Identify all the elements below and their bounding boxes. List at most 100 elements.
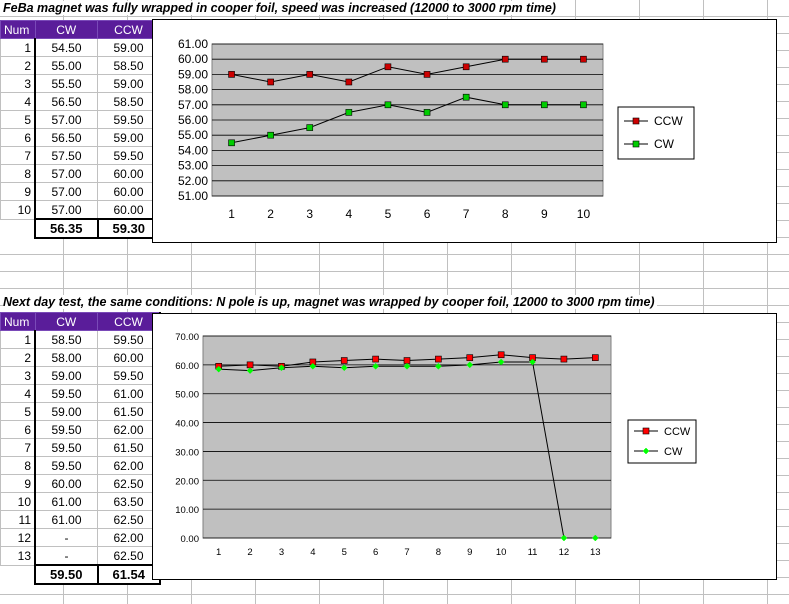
data-point-ccw [228, 71, 235, 78]
cw-value: 56.50 [34, 128, 98, 147]
chart-1: 51.00 52.00 53.00 54.00 55.00 56.00 57.00 58.00… [152, 19, 777, 243]
table-row: 9 60.00 62.50 [0, 474, 161, 493]
table-row: 4 56.50 58.50 [0, 92, 161, 111]
row-num: 5 [0, 402, 36, 421]
x-tick-label: 5 [385, 207, 392, 221]
cw-value: 59.00 [34, 402, 98, 421]
ccw-value: 59.00 [97, 38, 161, 57]
plot-area [202, 335, 612, 539]
ccw-value: 63.50 [97, 492, 161, 511]
ccw-value: 58.50 [97, 56, 161, 75]
row-num: 1 [0, 330, 36, 349]
header-num: Num [0, 20, 36, 39]
table-row: 12-62.00 [0, 528, 161, 547]
row-num: 6 [0, 128, 36, 147]
y-tick-label: 10.00 [175, 505, 199, 516]
y-tick-label: 58.00 [178, 83, 208, 97]
x-tick-label: 7 [404, 547, 409, 558]
x-tick-label: 4 [310, 547, 315, 558]
row-num: 12 [0, 528, 36, 547]
table-row: 11 61.00 62.50 [0, 510, 161, 529]
data-point-cw [423, 109, 431, 116]
cw-value: 56.50 [34, 92, 98, 111]
ccw-value: 59.50 [97, 330, 161, 349]
table-row: 8 57.00 60.00 [0, 164, 161, 183]
data-point-ccw [340, 357, 348, 364]
data-table-2: Num CW CCW 1 58.50 59.50 2 58.00 60.00 3 59.00 59.5… [0, 312, 161, 585]
data-point-ccw [560, 355, 568, 363]
ccw-value: 62.50 [97, 510, 161, 529]
row-num: 3 [0, 74, 36, 93]
row-num: 1 [0, 38, 36, 57]
row-num: 2 [0, 348, 36, 367]
x-tick-label: 10 [577, 207, 591, 221]
table-header-row: Num CW CCW [0, 312, 161, 331]
cw-value: 58.00 [34, 348, 98, 367]
data-point-cw [372, 362, 379, 370]
ccw-value: 62.50 [97, 546, 161, 566]
y-tick-label: 50.00 [175, 390, 199, 401]
data-point-cw [309, 362, 317, 370]
data-point-cw [228, 139, 235, 147]
data-point-ccw [403, 357, 411, 364]
row-num: 10 [0, 492, 36, 511]
row-num: 7 [0, 438, 36, 457]
header-num: Num [0, 312, 36, 331]
table-row: 1 58.50 59.50 [0, 330, 161, 349]
data-point-cw [215, 365, 223, 373]
legend-marker-cw [642, 447, 650, 455]
table-row: 3 55.50 59.00 [0, 74, 161, 93]
y-tick-label: 20.00 [175, 476, 199, 487]
ccw-value: 59.50 [97, 110, 161, 129]
cw-value: 61.00 [34, 510, 98, 529]
legend-box [627, 419, 697, 464]
ccw-value: 59.00 [97, 74, 161, 93]
data-point-cw [435, 362, 442, 370]
cw-value: 55.50 [34, 74, 98, 93]
totals-row: 59.50 61.54 [1, 564, 161, 585]
x-tick-label: 9 [541, 207, 548, 221]
data-point-cw [267, 131, 274, 139]
x-tick-label: 11 [528, 547, 538, 558]
section2-title: Next day test, the same conditions: N po… [3, 295, 657, 309]
ccw-value: 61.00 [97, 384, 161, 403]
data-point-ccw [462, 63, 470, 71]
data-point-ccw [497, 351, 505, 359]
legend-label-cw: CW [664, 446, 683, 458]
data-point-cw [529, 358, 536, 366]
cw-value: 57.00 [34, 110, 98, 129]
table-row: 13-62.50 [0, 546, 161, 566]
ccw-value: 58.50 [97, 92, 161, 111]
cw-value: 61.00 [34, 492, 98, 511]
row-num: 9 [0, 474, 36, 493]
legend-label-cw: CW [654, 137, 675, 151]
cw-value: 59.50 [34, 456, 98, 475]
table-row: 9 57.00 60.00 [0, 182, 161, 201]
cw-average: 56.35 [34, 218, 99, 239]
header-cw: CW [34, 312, 98, 331]
ccw-value: 60.00 [97, 348, 161, 367]
ccw-value: 60.00 [97, 182, 161, 201]
legend-marker-ccw [642, 427, 650, 435]
table-row: 2 58.00 60.00 [0, 348, 161, 367]
table-row: 4 59.50 61.00 [0, 384, 161, 403]
cw-value: 55.00 [34, 56, 98, 75]
cw-value: 59.50 [34, 438, 98, 457]
x-tick-label: 5 [342, 547, 347, 558]
cw-value: 59.00 [34, 366, 98, 385]
ccw-value: 61.50 [97, 438, 161, 457]
y-tick-label: 60.00 [178, 52, 208, 66]
header-ccw: CCW [97, 312, 161, 331]
data-point-cw [497, 358, 505, 366]
y-tick-label: 40.00 [175, 419, 199, 430]
cw-value: 59.50 [34, 420, 98, 439]
cw-value: 57.00 [34, 182, 98, 201]
cw-value: 57.00 [34, 200, 98, 220]
table-row: 8 59.50 62.00 [0, 456, 161, 475]
ccw-value: 59.50 [97, 146, 161, 165]
y-tick-label: 54.00 [178, 143, 208, 157]
table-row: 6 56.50 59.00 [0, 128, 161, 147]
cw-value: 54.50 [34, 38, 98, 57]
row-num: 2 [0, 56, 36, 75]
